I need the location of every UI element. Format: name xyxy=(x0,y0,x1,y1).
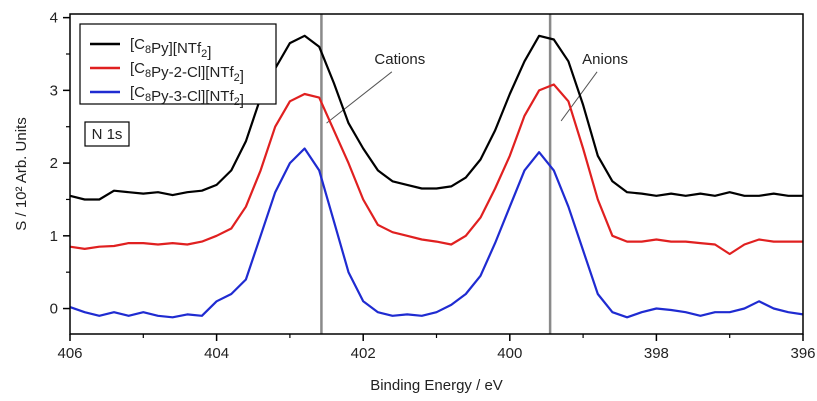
vertical-markers xyxy=(320,14,552,334)
x-tick-label: 400 xyxy=(497,345,522,362)
y-tick-label: 1 xyxy=(50,228,58,245)
series-line-2 xyxy=(69,147,804,319)
n1s-box xyxy=(84,121,130,147)
series-lines xyxy=(69,34,804,319)
x-tick-label: 396 xyxy=(790,345,815,362)
legend: [C8Py][NTf2][C8Py-2-Cl][NTf2][C8Py-3-Cl]… xyxy=(79,23,277,109)
legend-label-0: [C8Py][NTf2] xyxy=(130,36,211,61)
y-axis-ticks: 0 1 2 3 4 xyxy=(50,10,70,318)
n1s-label: N 1s xyxy=(92,126,123,143)
y-tick-label: 2 xyxy=(50,155,58,172)
legend-label-2: [C8Py-3-Cl][NTf2] xyxy=(130,84,244,109)
x-tick-label: 404 xyxy=(204,345,229,362)
x-tick-label: 402 xyxy=(351,345,376,362)
annotations: Cations Anions xyxy=(374,51,628,68)
x-axis-label: Binding Energy / eV xyxy=(370,377,503,394)
annotation-1: Anions xyxy=(582,51,628,68)
annotation-0: Cations xyxy=(374,51,425,68)
x-axis-ticks: 406 404 402 400 398 396 xyxy=(57,334,816,362)
series-line-1 xyxy=(69,83,803,256)
y-tick-label: 4 xyxy=(50,10,58,27)
y-axis-label: S / 10² Arb. Units xyxy=(13,117,30,230)
x-tick-label: 406 xyxy=(57,345,82,362)
y-tick-label: 0 xyxy=(50,301,58,318)
y-tick-label: 3 xyxy=(50,82,58,99)
annotation-leaders xyxy=(326,71,598,124)
x-tick-label: 398 xyxy=(644,345,669,362)
series-line-0 xyxy=(69,34,803,201)
legend-box xyxy=(79,23,277,105)
annotation-leader-0 xyxy=(326,71,393,124)
n1s-label-box: N 1s xyxy=(84,121,130,147)
legend-label-1: [C8Py-2-Cl][NTf2] xyxy=(130,60,244,85)
